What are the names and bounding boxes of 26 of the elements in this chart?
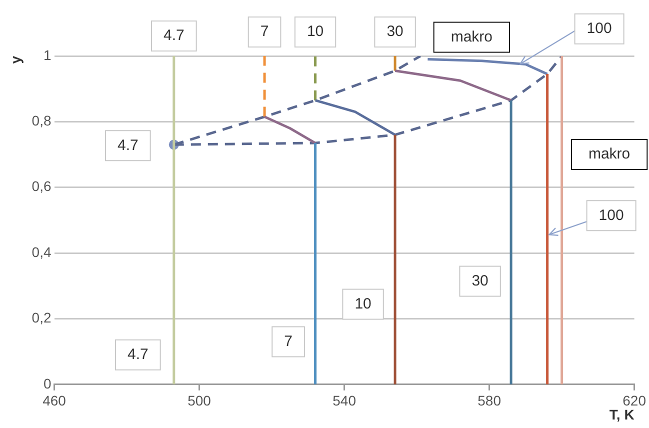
- x-axis-title: T, K: [609, 406, 634, 422]
- x-tick-label: 620: [622, 392, 646, 409]
- annotation: 100: [586, 20, 612, 37]
- y-tick-label: 0,6: [32, 178, 52, 194]
- annotation: makro: [450, 28, 493, 46]
- x-tick-label: 460: [42, 392, 66, 409]
- y-tick-label: 1: [43, 46, 52, 63]
- annotation: 30: [386, 23, 404, 40]
- y-tick-label: 0,8: [32, 112, 52, 129]
- annotation: 100: [598, 206, 624, 224]
- annotation: 4.7: [127, 346, 148, 363]
- y-axis-title: y: [7, 56, 24, 64]
- annotation: 7: [260, 23, 269, 40]
- annotation: makro: [588, 146, 630, 163]
- x-tick-label: 540: [332, 392, 356, 409]
- x-tick-label: 580: [478, 392, 502, 409]
- y-tick-label: 0: [43, 375, 52, 392]
- x-tick-label: 500: [188, 392, 212, 409]
- y-tick-label: 0,4: [32, 244, 52, 260]
- annotation: 30: [472, 272, 488, 290]
- annotation: 10: [354, 295, 372, 312]
- annotation: 10: [306, 23, 324, 40]
- annotation: 4.7: [117, 136, 138, 154]
- annotation: 4.7: [163, 27, 184, 44]
- annotation: 7: [284, 332, 292, 350]
- y-tick-label: 0,2: [32, 310, 52, 326]
